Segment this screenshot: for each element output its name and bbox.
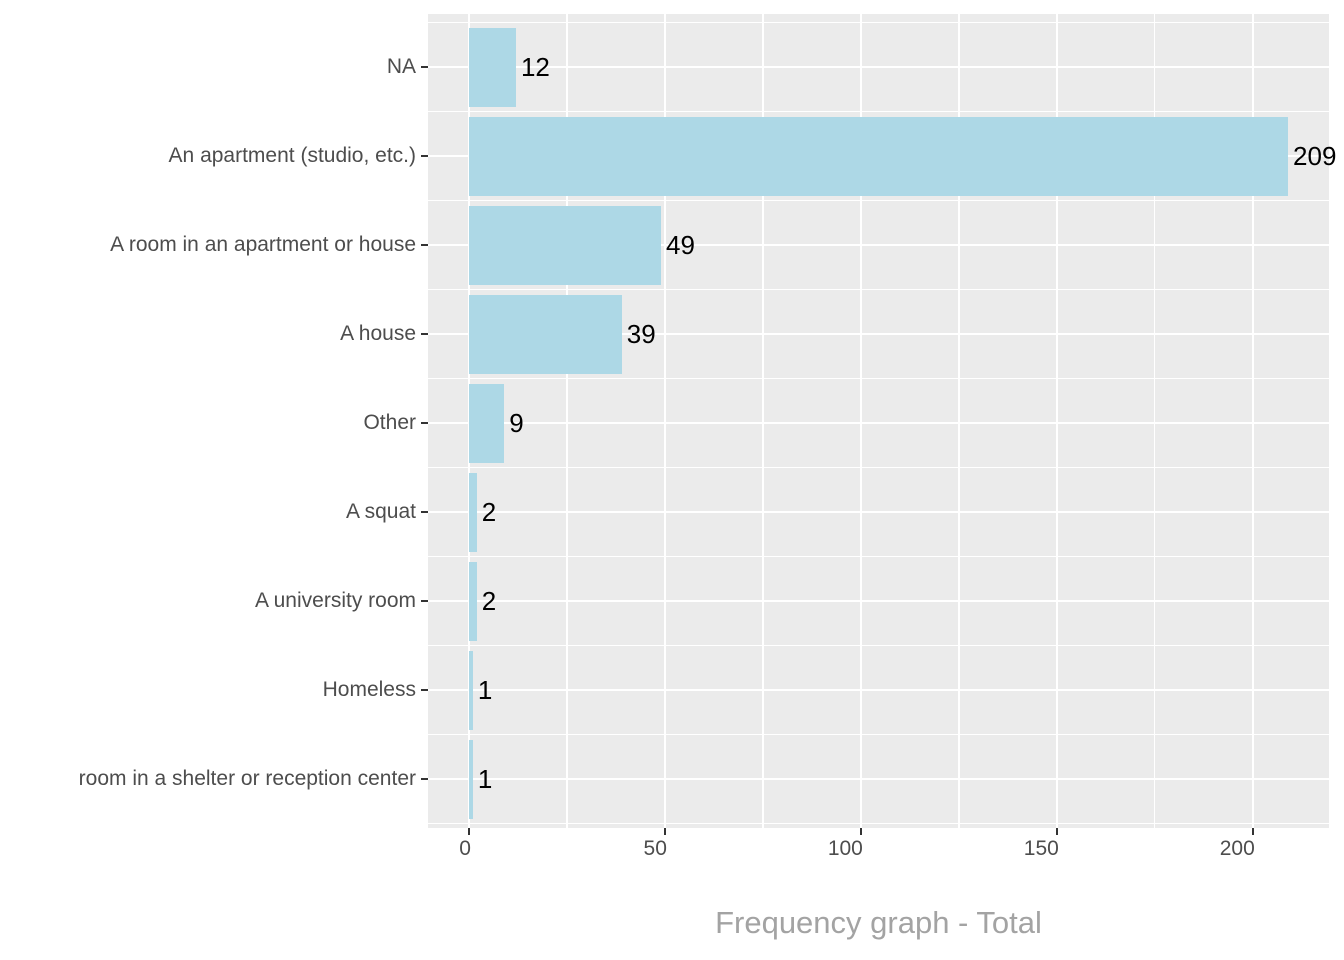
y-tick-mark <box>421 66 428 68</box>
bar <box>468 739 473 819</box>
gridline-major-y <box>428 688 1329 692</box>
y-tick-mark <box>421 778 428 780</box>
x-tick-label: 200 <box>1219 837 1255 860</box>
y-axis-label: A room in an apartment or house <box>110 233 416 256</box>
bar-value-label: 1 <box>477 675 493 705</box>
x-tick-label: 150 <box>1023 837 1059 860</box>
y-axis-label: A squat <box>345 500 416 523</box>
y-tick-mark <box>421 689 428 691</box>
y-axis-label: Other <box>363 411 416 434</box>
x-axis-title: Frequency graph - Total <box>715 905 1042 940</box>
gridline-minor-y <box>428 288 1329 291</box>
y-tick-mark <box>421 155 428 157</box>
gridline-minor-y <box>428 110 1329 113</box>
bar <box>468 116 1289 196</box>
gridline-major-x <box>663 14 667 828</box>
x-tick-mark <box>859 828 862 835</box>
y-tick-mark <box>421 422 428 424</box>
bar <box>468 650 473 730</box>
bar-value-label: 9 <box>509 408 524 438</box>
gridline-minor-y <box>428 822 1329 825</box>
x-tick-label: 100 <box>827 837 863 860</box>
y-tick-mark <box>421 600 428 602</box>
x-tick-mark <box>1251 828 1254 835</box>
gridline-major-x <box>1251 14 1255 828</box>
bar <box>468 472 477 552</box>
gridline-major-y <box>428 243 1329 247</box>
y-axis-label: An apartment (studio, etc.) <box>168 144 416 167</box>
gridline-minor-x <box>762 14 764 828</box>
y-tick-mark <box>421 333 428 335</box>
gridline-major-y <box>428 599 1329 603</box>
bar-value-label: 49 <box>665 230 695 260</box>
y-axis-label: NA <box>386 55 416 78</box>
gridline-minor-y <box>428 199 1329 202</box>
bar-value-label: 209 <box>1293 141 1337 171</box>
bar-value-label: 39 <box>626 319 656 349</box>
bar <box>468 294 622 374</box>
gridline-major-y <box>428 421 1329 425</box>
gridline-minor-y <box>428 644 1329 647</box>
gridline-minor-y <box>428 377 1329 380</box>
gridline-minor-x <box>1154 14 1156 828</box>
gridline-major-x <box>1055 14 1059 828</box>
gridline-major-y <box>428 332 1329 336</box>
x-tick-mark <box>663 828 666 835</box>
x-tick-mark <box>467 828 470 835</box>
gridline-minor-x <box>958 14 960 828</box>
gridline-minor-y <box>428 21 1329 24</box>
y-tick-mark <box>421 511 428 513</box>
bar-value-label: 12 <box>520 52 550 82</box>
y-tick-mark <box>421 244 428 246</box>
gridline-minor-x <box>566 14 568 828</box>
bar-value-label: 1 <box>477 764 493 794</box>
gridline-minor-y <box>428 733 1329 736</box>
x-tick-mark <box>1055 828 1058 835</box>
gridline-minor-y <box>428 555 1329 558</box>
x-tick-label: 50 <box>643 837 667 860</box>
gridline-minor-y <box>428 466 1329 469</box>
bar <box>468 205 661 285</box>
bar <box>468 561 477 641</box>
y-axis-label: A university room <box>254 589 416 612</box>
gridline-major-x <box>859 14 863 828</box>
gridline-major-y <box>428 777 1329 781</box>
bar <box>468 383 505 463</box>
bar <box>468 27 516 107</box>
y-axis-label: Homeless <box>322 678 416 701</box>
bar-value-label: 2 <box>481 497 497 527</box>
y-axis-label: A house <box>340 322 416 345</box>
x-tick-label: 0 <box>459 837 471 860</box>
gridline-major-y <box>428 65 1329 69</box>
y-axis-label: room in a shelter or reception center <box>78 767 416 790</box>
plot-panel <box>428 14 1329 828</box>
bar-value-label: 2 <box>481 586 497 616</box>
gridline-major-y <box>428 510 1329 514</box>
